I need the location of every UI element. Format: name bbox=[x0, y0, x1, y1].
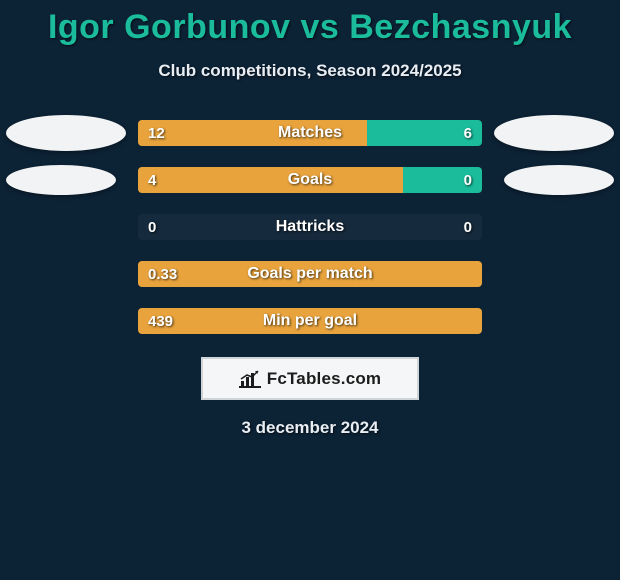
stat-row: 126Matches bbox=[0, 119, 620, 147]
stat-bar: 0.33Goals per match bbox=[138, 261, 482, 287]
player-right-oval bbox=[504, 165, 614, 195]
player-left-oval bbox=[6, 115, 126, 151]
bar-segment-right bbox=[367, 120, 482, 146]
stat-value-right: 0 bbox=[464, 214, 472, 240]
stat-label: Hattricks bbox=[138, 214, 482, 240]
subtitle: Club competitions, Season 2024/2025 bbox=[0, 61, 620, 81]
chart-icon bbox=[239, 369, 261, 389]
page-title: Igor Gorbunov vs Bezchasnyuk bbox=[0, 0, 620, 47]
footer-date: 3 december 2024 bbox=[0, 418, 620, 438]
stat-bar: 439Min per goal bbox=[138, 308, 482, 334]
stat-row: 0 0Hattricks bbox=[0, 213, 620, 241]
bar-segment-left bbox=[138, 120, 367, 146]
stats-rows: 126Matches 40Goals 0 0Hattricks 0.33Goals pe… bbox=[0, 119, 620, 335]
stat-value-left: 0 bbox=[148, 214, 156, 240]
bar-segment-left bbox=[138, 167, 403, 193]
site-logo: FcTables.com bbox=[201, 357, 419, 400]
bar-segment-left bbox=[138, 261, 482, 287]
bar-segment-right bbox=[403, 167, 482, 193]
logo-text: FcTables.com bbox=[267, 369, 382, 389]
player-left-oval bbox=[6, 165, 116, 195]
stat-row: 439Min per goal bbox=[0, 307, 620, 335]
stat-bar: 126Matches bbox=[138, 120, 482, 146]
stat-bar: 40Goals bbox=[138, 167, 482, 193]
stat-row: 40Goals bbox=[0, 166, 620, 194]
stat-row: 0.33Goals per match bbox=[0, 260, 620, 288]
player-right-oval bbox=[494, 115, 614, 151]
stat-bar: 0 0Hattricks bbox=[138, 214, 482, 240]
bar-segment-left bbox=[138, 308, 482, 334]
